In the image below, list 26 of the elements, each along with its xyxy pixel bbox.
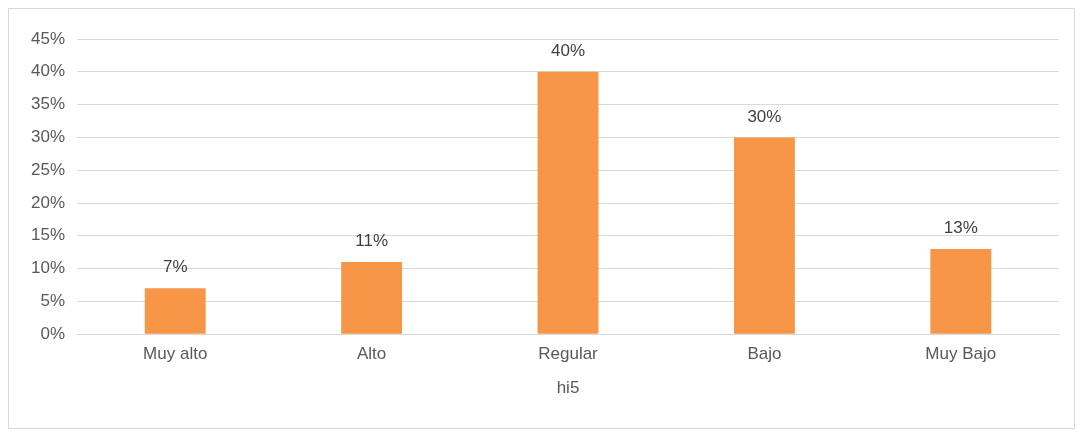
y-tick-label: 10% <box>30 258 66 278</box>
data-label: 7% <box>162 257 188 277</box>
bar <box>537 71 599 334</box>
bar <box>341 262 403 334</box>
y-tick-label: 30% <box>30 127 66 147</box>
data-label: 11% <box>355 231 388 251</box>
bar <box>144 288 206 334</box>
y-tick-label: 5% <box>40 291 66 311</box>
y-tick-label: 35% <box>30 94 66 114</box>
y-tick-label: 20% <box>30 192 66 212</box>
bar <box>733 137 795 334</box>
x-tick-label: Muy Bajo <box>925 344 997 364</box>
y-tick-label: 25% <box>30 159 66 179</box>
bar <box>930 248 992 334</box>
x-tick-label: Regular <box>538 344 599 364</box>
data-label: 40% <box>551 40 586 60</box>
y-tick-label: 15% <box>30 225 66 245</box>
x-tick-label: Bajo <box>747 344 782 364</box>
x-tick-label: Muy alto <box>143 344 208 364</box>
x-axis-title: hi5 <box>556 378 580 398</box>
data-label: 30% <box>747 106 782 126</box>
x-tick-label: Alto <box>356 344 387 364</box>
y-tick-label: 0% <box>40 323 66 343</box>
data-label: 13% <box>943 218 978 238</box>
y-tick-label: 40% <box>30 61 66 81</box>
y-tick-label: 45% <box>30 28 66 48</box>
